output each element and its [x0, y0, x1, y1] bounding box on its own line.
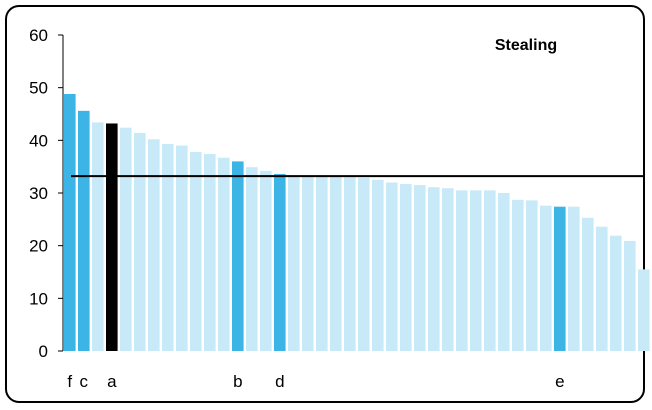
bar — [358, 177, 370, 351]
y-tick-label: 60 — [29, 26, 48, 45]
bar-label: a — [107, 372, 117, 391]
bar — [260, 170, 272, 351]
bars-layer — [64, 93, 650, 352]
bar-label: d — [275, 372, 284, 391]
bar — [386, 182, 398, 351]
bar-label: f — [67, 372, 72, 391]
bar — [568, 206, 580, 351]
bar — [442, 188, 454, 351]
bar — [344, 177, 356, 351]
bar — [246, 167, 258, 351]
bar — [428, 187, 440, 351]
bar-label: e — [555, 372, 564, 391]
bar — [372, 179, 384, 351]
bar — [92, 122, 104, 352]
bar — [316, 176, 328, 351]
bar — [470, 190, 482, 351]
bar — [638, 269, 650, 351]
bar — [302, 175, 314, 351]
y-tick-label: 0 — [39, 342, 48, 361]
bar — [176, 145, 188, 351]
bar — [596, 226, 608, 351]
bar — [64, 93, 76, 352]
bar — [400, 184, 412, 351]
bar — [148, 139, 160, 351]
chart-title: Stealing — [495, 37, 557, 54]
bar — [330, 176, 342, 351]
bar — [540, 205, 552, 351]
bar — [624, 240, 636, 351]
bar — [162, 144, 174, 351]
bar — [218, 157, 230, 351]
bar — [582, 217, 594, 351]
bar — [610, 235, 622, 351]
bar — [274, 174, 286, 351]
bar — [526, 200, 538, 351]
bar — [78, 110, 90, 351]
bar — [484, 190, 496, 351]
chart-frame — [5, 5, 645, 403]
y-tick-label: 40 — [29, 131, 48, 150]
bar — [120, 127, 132, 351]
bar — [134, 132, 146, 351]
y-tick-label: 30 — [29, 184, 48, 203]
bar — [190, 151, 202, 351]
bar — [554, 206, 566, 351]
bar — [498, 193, 510, 351]
y-tick-label: 20 — [29, 237, 48, 256]
bar — [512, 199, 524, 351]
bar — [456, 190, 468, 351]
y-axis: 0 10 20 30 40 50 60 — [29, 26, 64, 361]
bar — [288, 175, 300, 351]
bar — [232, 161, 244, 351]
bar-label: b — [233, 372, 242, 391]
bar-label: c — [80, 372, 89, 391]
bar — [204, 154, 216, 351]
y-tick-label: 10 — [29, 289, 48, 308]
bar — [414, 185, 426, 351]
y-tick-label: 50 — [29, 79, 48, 98]
bar — [106, 123, 118, 351]
